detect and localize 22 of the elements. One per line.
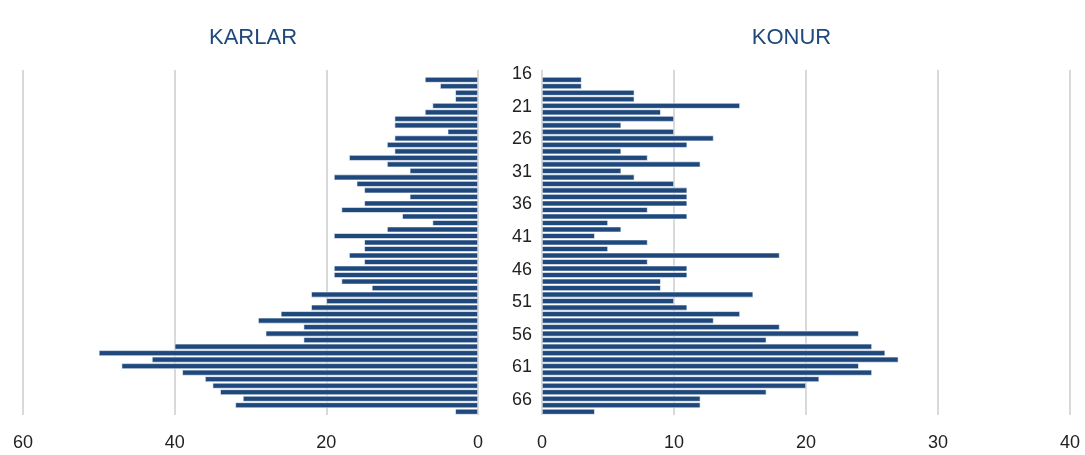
- y-tick-label: 16: [511, 63, 532, 84]
- y-tick-label: 26: [511, 128, 532, 149]
- y-tick-label: 41: [511, 225, 532, 246]
- y-tick-label: 56: [511, 323, 532, 344]
- y-tick-label: 46: [511, 258, 532, 279]
- x-tick-label: 10: [663, 432, 685, 452]
- y-tick-label: 31: [511, 160, 532, 181]
- y-tick-label: 21: [511, 95, 532, 116]
- x-tick-label: 0: [472, 432, 484, 452]
- x-tick-label: 60: [12, 432, 34, 452]
- x-tick-label: 0: [536, 432, 548, 452]
- y-tick-label: 36: [511, 193, 532, 214]
- y-tick-label: 51: [511, 291, 532, 312]
- x-tick-label: 40: [1059, 432, 1081, 452]
- x-tick-label: 40: [164, 432, 185, 452]
- x-tick-label: 20: [795, 432, 817, 452]
- y-tick-label: 66: [511, 388, 532, 409]
- chart-title: KARLAR: [208, 23, 298, 49]
- chart-title: KONUR: [751, 23, 832, 49]
- x-tick-label: 20: [316, 432, 337, 452]
- y-tick-label: 61: [511, 356, 532, 377]
- x-tick-label: 30: [927, 432, 949, 452]
